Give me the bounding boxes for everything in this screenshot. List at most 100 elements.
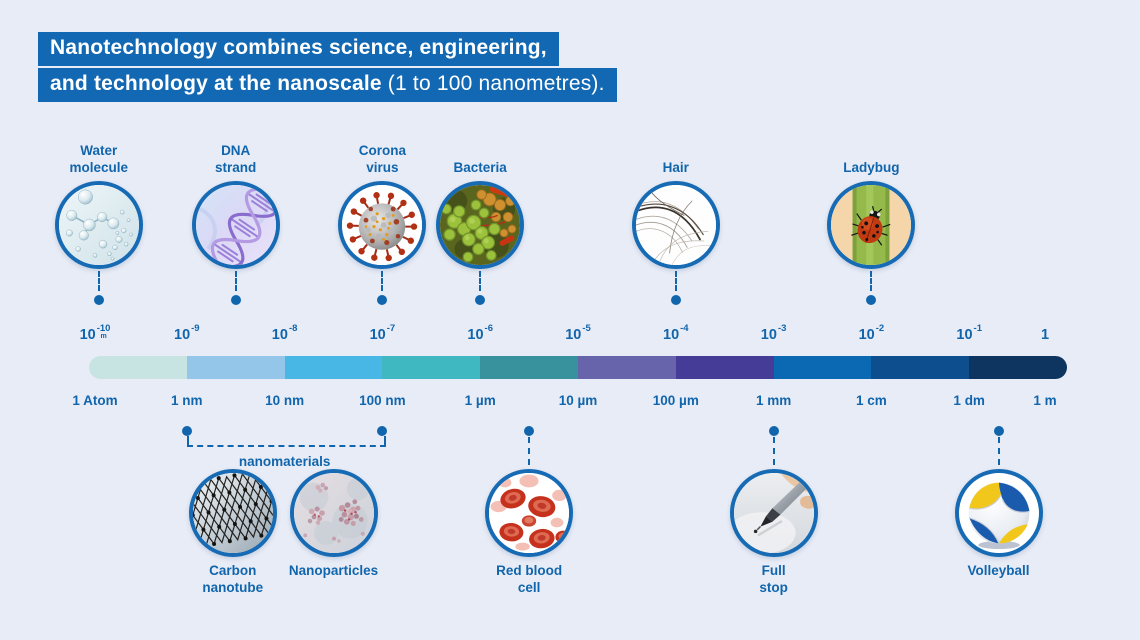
tick-base: 10	[663, 327, 680, 343]
scale-tick-label: 10 -5	[565, 323, 591, 343]
volleyball-image	[959, 473, 1039, 553]
tick-exponent: -6	[484, 323, 493, 334]
water-molecule-photo	[54, 181, 143, 269]
nanomaterials-bracket	[186, 436, 387, 447]
scale-bar-segment	[675, 356, 775, 379]
red-blood-cell-image	[489, 473, 569, 553]
corona-virus-label-line: virus	[366, 159, 399, 175]
scale-tick-label: 10 -6	[467, 323, 493, 343]
corona-virus-label-line: Corona	[358, 143, 407, 158]
tick-exponent: -5	[582, 323, 591, 334]
hair-dot	[670, 295, 681, 305]
scale-tick-label: 10 -1	[956, 324, 982, 343]
red-blood-cell-label-line: cell	[517, 580, 541, 595]
water-molecule-connector	[97, 271, 100, 291]
nanoparticles-label-line: Nanoparticles	[288, 563, 379, 578]
dna-strand-label-line: DNA	[221, 143, 251, 158]
tick-base: 10	[956, 327, 973, 343]
tick-unit-note: m	[100, 333, 107, 340]
nanomaterials-label: nanomaterials	[238, 454, 331, 469]
full-stop-dot	[768, 426, 779, 436]
scale-unit-label: 1 m	[1033, 393, 1057, 408]
nanomaterials-dot-right	[377, 426, 388, 436]
dna-strand-label-line: strand	[215, 159, 257, 175]
scale-unit-label: 10 µm	[558, 393, 598, 408]
bacteria-label-line: Bacteria	[453, 159, 507, 175]
bacteria-label: Bacteria	[410, 134, 550, 176]
tick-exponent: -3	[777, 323, 787, 334]
ladybug-photo	[827, 181, 916, 269]
scale-unit-label: 1 nm	[171, 393, 203, 408]
scale-bar-segment	[969, 356, 1067, 379]
volleyball-connector	[997, 437, 1000, 465]
tick-base: 10	[467, 327, 484, 343]
volleyball-photo	[954, 469, 1043, 557]
bacteria-photo	[436, 181, 525, 269]
tick-base: 10	[79, 327, 96, 343]
tick-exponent: -7	[386, 323, 396, 334]
carbon-nanotube-label-line: Carbon	[209, 563, 257, 578]
scale-tick-label: 10 -3	[760, 323, 787, 343]
dna-strand-label: DNA strand	[166, 134, 306, 176]
red-blood-cell-label: Red blood cell	[459, 562, 599, 596]
tick-base: 10	[174, 327, 191, 343]
carbon-nanotube-image	[193, 473, 273, 553]
bacteria-image	[440, 185, 520, 265]
ladybug-dot	[866, 295, 877, 305]
volleyball-label: Volleyball	[929, 562, 1069, 579]
title-line-2: and technology at the nanoscale (1 to 10…	[38, 68, 617, 102]
nanoparticles-label: Nanoparticles	[264, 562, 404, 579]
red-blood-cell-connector	[528, 437, 531, 465]
bacteria-connector	[479, 271, 482, 291]
scale-tick-label: 10 -7	[370, 323, 396, 343]
volleyball-dot	[993, 426, 1004, 436]
bacteria-dot	[475, 295, 486, 305]
corona-virus-label: Corona virus	[312, 134, 452, 176]
scale-unit-label: 100 µm	[652, 393, 699, 408]
full-stop-image	[734, 473, 814, 553]
water-molecule-label: Water molecule	[29, 134, 169, 176]
ladybug-label-line: Ladybug	[843, 159, 900, 175]
water-molecule-dot	[93, 295, 104, 305]
red-blood-cell-photo	[485, 469, 574, 557]
ladybug-image	[831, 185, 911, 265]
dna-strand-dot	[230, 295, 241, 305]
title-block: Nanotechnology combines science, enginee…	[38, 32, 617, 104]
scale-tick-label: 10 -2	[859, 323, 885, 343]
scale-unit-label: 1 cm	[856, 393, 887, 408]
full-stop-label-line: stop	[759, 580, 788, 595]
tick-base: 1	[1040, 327, 1050, 343]
scale-unit-label: 1 dm	[953, 393, 985, 408]
ladybug-connector	[870, 271, 873, 291]
title-text-1: Nanotechnology combines science, enginee…	[50, 36, 547, 59]
full-stop-connector	[772, 437, 775, 465]
carbon-nanotube-label: Carbon nanotube	[163, 562, 303, 596]
tick-exponent: -4	[680, 323, 689, 334]
scale-unit-label: 1 mm	[755, 393, 792, 408]
tick-base: 10	[760, 327, 777, 343]
volleyball-label-line: Volleyball	[967, 563, 1030, 578]
scale-tick-label: 10 -4	[663, 323, 689, 343]
scale-tick-label: 10 -10 m	[79, 324, 111, 343]
red-blood-cell-label-line: Red blood	[496, 563, 563, 578]
water-molecule-label-line: molecule	[69, 159, 129, 175]
corona-virus-image	[342, 185, 422, 265]
scale-bar-segment	[480, 356, 579, 379]
scale-bar-segment	[578, 356, 677, 379]
corona-virus-photo	[338, 181, 427, 269]
tick-exponent: -2	[875, 323, 885, 334]
scale-bar-segment	[382, 356, 481, 379]
dna-strand-image	[196, 185, 276, 265]
dna-strand-connector	[234, 271, 237, 291]
scale-bar-segment	[186, 356, 286, 379]
scale-bar-segment	[871, 356, 970, 379]
tick-exponent: -9	[191, 323, 200, 334]
tick-base: 10	[271, 327, 288, 343]
hair-label-line: Hair	[662, 159, 689, 175]
scale-bar-segment	[284, 356, 383, 379]
title-text-2-regular: (1 to 100 nanometres).	[381, 72, 605, 95]
water-molecule-label-line: Water	[80, 143, 118, 158]
dna-strand-photo	[191, 181, 280, 269]
